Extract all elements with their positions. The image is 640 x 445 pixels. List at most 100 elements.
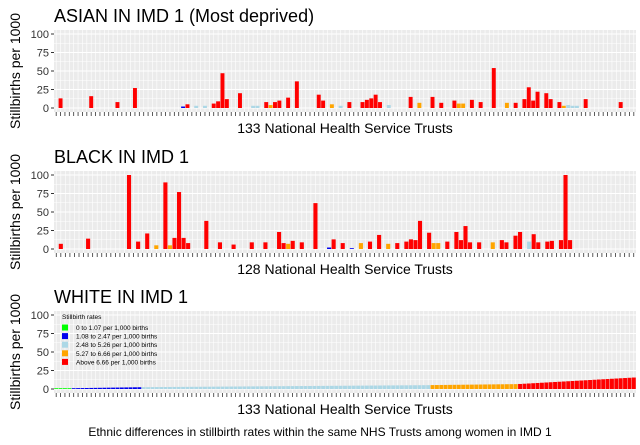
bar: [544, 382, 549, 389]
bar: [220, 73, 225, 108]
bar: [255, 386, 260, 389]
bar: [259, 386, 264, 389]
bar: [316, 94, 321, 108]
bar: [360, 102, 365, 108]
gridlines: [54, 311, 636, 393]
y-tick-label: 25: [37, 366, 49, 378]
panel-title: WHITE IN IMD 1: [54, 287, 188, 307]
bar: [369, 98, 374, 108]
bar: [203, 386, 207, 389]
bar: [531, 383, 536, 389]
bar: [605, 379, 610, 389]
bar: [172, 386, 177, 389]
bar: [614, 378, 619, 389]
bar: [583, 99, 588, 108]
bar: [141, 387, 146, 389]
bar: [216, 101, 221, 108]
bar: [220, 386, 225, 389]
y-tick-label: 25: [37, 226, 49, 238]
bar: [231, 244, 236, 249]
bar: [509, 384, 514, 389]
bar: [574, 380, 579, 389]
bar: [71, 388, 76, 389]
bar: [592, 379, 597, 389]
bar: [211, 103, 216, 108]
bar: [369, 385, 374, 389]
legend-label: Above 6.66 per 1,000 births: [76, 359, 157, 366]
legend-items: 0 to 1.07 per 1,000 births 1.08 to 2.47 p…: [62, 324, 158, 366]
bar: [539, 382, 544, 389]
bar-series: [58, 68, 623, 108]
bar: [490, 242, 495, 249]
panel-title: ASIAN IN IMD 1 (Most deprived): [54, 6, 314, 26]
gridlines: [54, 30, 636, 112]
bar: [583, 380, 588, 389]
bar: [286, 97, 291, 108]
bar: [553, 381, 558, 389]
y-tick-label: 75: [37, 48, 49, 60]
bar: [557, 381, 562, 389]
bar: [186, 243, 191, 249]
y-tick-label: 50: [37, 207, 49, 219]
y-axis-ticks: 0 25 50 75 100: [31, 170, 54, 256]
bar: [351, 385, 356, 389]
bar: [54, 388, 59, 389]
bar: [548, 382, 553, 389]
bar: [456, 103, 461, 108]
bar: [561, 105, 566, 108]
bar: [500, 384, 505, 389]
bar: [163, 182, 168, 249]
y-tick-label: 75: [37, 189, 49, 201]
bar: [395, 243, 400, 249]
bar: [264, 386, 269, 389]
bar: [545, 241, 550, 249]
bar: [513, 384, 518, 389]
bar: [469, 99, 474, 108]
bar: [566, 381, 571, 389]
bar: [126, 175, 132, 249]
bar: [242, 386, 247, 389]
bar: [246, 386, 251, 389]
bar: [491, 68, 496, 108]
bar: [273, 386, 277, 389]
bar: [377, 234, 382, 249]
bar: [255, 105, 260, 108]
bar: [499, 240, 504, 249]
x-axis-label: 133 National Health Service Trusts: [237, 401, 453, 417]
bar: [522, 99, 527, 108]
bar: [373, 385, 378, 389]
bar: [167, 386, 172, 389]
bar: [313, 203, 318, 249]
legend-title: Stillbirth rates: [62, 314, 102, 321]
bar: [238, 386, 242, 389]
bar: [364, 385, 369, 389]
y-tick-label: 75: [37, 329, 49, 341]
bar: [312, 385, 317, 389]
bar: [277, 100, 282, 108]
bar: [67, 388, 72, 389]
bar: [340, 243, 345, 249]
bar: [251, 386, 256, 389]
bar: [627, 377, 632, 389]
bar: [430, 385, 435, 389]
bar: [549, 240, 554, 249]
y-tick-label: 0: [43, 384, 49, 396]
bar: [465, 384, 470, 389]
bar: [487, 384, 492, 389]
bar: [58, 243, 63, 249]
y-tick-label: 25: [37, 85, 49, 97]
bar: [172, 237, 177, 249]
bar: [327, 247, 332, 249]
legend-label: 2.48 to 5.26 per 1,000 births: [76, 342, 158, 349]
y-axis-label: Stillbirths per 1000: [7, 294, 23, 410]
bar: [478, 102, 483, 108]
bar: [439, 384, 444, 389]
bar: [563, 175, 568, 249]
bar: [399, 385, 404, 389]
bar: [536, 242, 541, 249]
bar: [408, 96, 413, 108]
bar: [316, 385, 321, 389]
bar: [561, 381, 566, 389]
bar: [176, 386, 181, 389]
bar: [426, 385, 431, 389]
